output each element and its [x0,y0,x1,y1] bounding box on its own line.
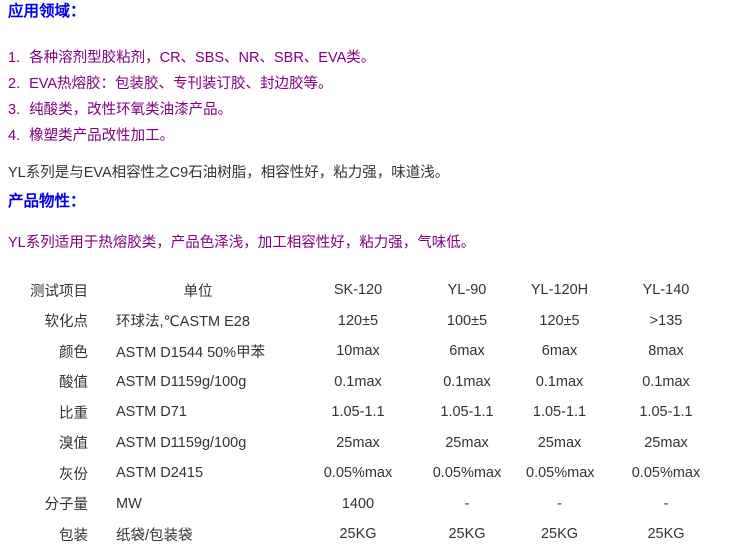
spec-cell: MW [116,495,142,512]
spec-cell: 1.05-1.1 [532,404,587,421]
application-summary: YL系列是与EVA相容性之C9石油树脂，相容性好，粘力强，味道浅。 [8,165,450,181]
table-row: 分子量 MW 1400 - - - [8,489,739,520]
list-item-number: 2. [8,76,21,92]
table-row: 酸值 ASTM D1159g/100g 0.1max 0.1max 0.1max… [8,367,739,398]
spec-header-unit: 单位 [183,283,213,300]
spec-cell: 8max [648,343,684,360]
spec-cell: 0.1max [535,373,584,390]
spec-cell: 1.05-1.1 [331,404,385,421]
spec-cell: >135 [649,312,683,329]
spec-cell: 25KG [339,526,377,543]
spec-cell: 120±5 [337,312,379,329]
spec-header-row: 测试项目 单位 SK-120 YL-90 YL-120H YL-140 [8,275,739,306]
application-list-item: 1. 各种溶剂型胶粘剂，CR、SBS、NR、SBR、EVA类。 [8,45,741,71]
spec-cell: ASTM D1159g/100g [116,373,247,390]
spec-cell: - [663,495,669,512]
application-heading: 应用领域： [8,3,86,20]
spec-cell: 100±5 [446,312,488,329]
spec-table: 测试项目 单位 SK-120 YL-90 YL-120H YL-140 软化点 … [8,275,739,550]
spec-cell: 纸袋/包装袋 [116,527,193,544]
spec-cell: 0.05%max [323,465,393,482]
spec-cell: 25max [336,434,380,451]
table-row: 溴值 ASTM D1159g/100g 25max 25max 25max 25… [8,428,739,459]
spec-header-yl-140: YL-140 [642,282,690,299]
list-item-text: 橡塑类产品改性加工。 [29,128,175,144]
spec-cell: - [464,495,470,512]
spec-cell: 环球法,℃ASTM E28 [116,314,250,331]
table-row: 包装 纸袋/包装袋 25KG 25KG 25KG 25KG [8,519,739,550]
spec-cell: 1400 [341,495,375,512]
list-item-text: 纯酸类，改性环氧类油漆产品。 [29,102,233,118]
list-item-text: EVA热熔胶：包装胶、专刊装订胶、封边胶等。 [29,76,333,92]
spec-cell: 1.05-1.1 [440,404,494,421]
spec-cell: 0.05%max [432,465,502,482]
list-item-text: 各种溶剂型胶粘剂，CR、SBS、NR、SBR、EVA类。 [29,50,376,66]
table-row: 比重 ASTM D71 1.05-1.1 1.05-1.1 1.05-1.1 1… [8,397,739,428]
spec-row-label: 灰份 [59,466,88,483]
table-row: 灰份 ASTM D2415 0.05%max 0.05%max 0.05%max… [8,458,739,489]
spec-cell: - [557,495,562,512]
properties-summary: YL系列适用于热熔胶类，产品色泽浅，加工相容性好，粘力强，气味低。 [8,235,476,251]
spec-cell: 1.05-1.1 [639,404,693,421]
spec-header-test-item: 测试项目 [30,283,88,300]
list-item-number: 3. [8,102,21,118]
spec-cell: 120±5 [539,312,580,329]
spec-cell: 0.05%max [526,465,595,482]
spec-cell: 0.05%max [631,465,701,482]
spec-cell: 25KG [647,526,685,543]
spec-cell: 6max [541,343,578,360]
table-row: 颜色 ASTM D1544 50%甲苯 10max 6max 6max 8max [8,336,739,367]
spec-cell: ASTM D71 [116,404,187,421]
spec-header-sk-120: SK-120 [333,282,383,299]
spec-row-label: 软化点 [44,314,89,331]
spec-cell: 25max [445,434,489,451]
spec-cell: 10max [336,343,380,360]
spec-cell: 25max [537,434,582,451]
spec-cell: 0.1max [642,373,690,390]
spec-header-yl-120h: YL-120H [530,282,589,299]
spec-cell: 25KG [448,526,486,543]
application-list-item: 2. EVA热熔胶：包装胶、专刊装订胶、封边胶等。 [8,71,741,97]
spec-row-label: 酸值 [59,375,88,392]
spec-cell: 25KG [540,526,579,543]
spec-row-label: 包装 [59,527,88,544]
spec-cell: 6max [449,343,485,360]
application-list-item: 4. 橡塑类产品改性加工。 [8,123,741,149]
spec-cell: ASTM D1544 50%甲苯 [116,344,266,361]
spec-cell: ASTM D1159g/100g [116,434,247,451]
properties-heading: 产品物性： [8,193,86,210]
list-item-number: 4. [8,128,21,144]
spec-cell: 25max [644,434,688,451]
spec-row-label: 分子量 [44,497,89,514]
application-list-item: 3. 纯酸类，改性环氧类油漆产品。 [8,97,741,123]
spec-row-label: 比重 [59,405,88,422]
spec-header-yl-90: YL-90 [447,282,487,299]
spec-cell: 0.1max [443,373,491,390]
application-list: 1. 各种溶剂型胶粘剂，CR、SBS、NR、SBR、EVA类。 2. EVA热熔胶：… [8,45,741,149]
spec-cell: 0.1max [334,373,382,390]
spec-row-label: 颜色 [59,344,88,361]
list-item-number: 1. [8,50,21,66]
spec-cell: ASTM D2415 [116,465,204,482]
table-row: 软化点 环球法,℃ASTM E28 120±5 100±5 120±5 >135 [8,306,739,337]
spec-row-label: 溴值 [59,436,88,453]
